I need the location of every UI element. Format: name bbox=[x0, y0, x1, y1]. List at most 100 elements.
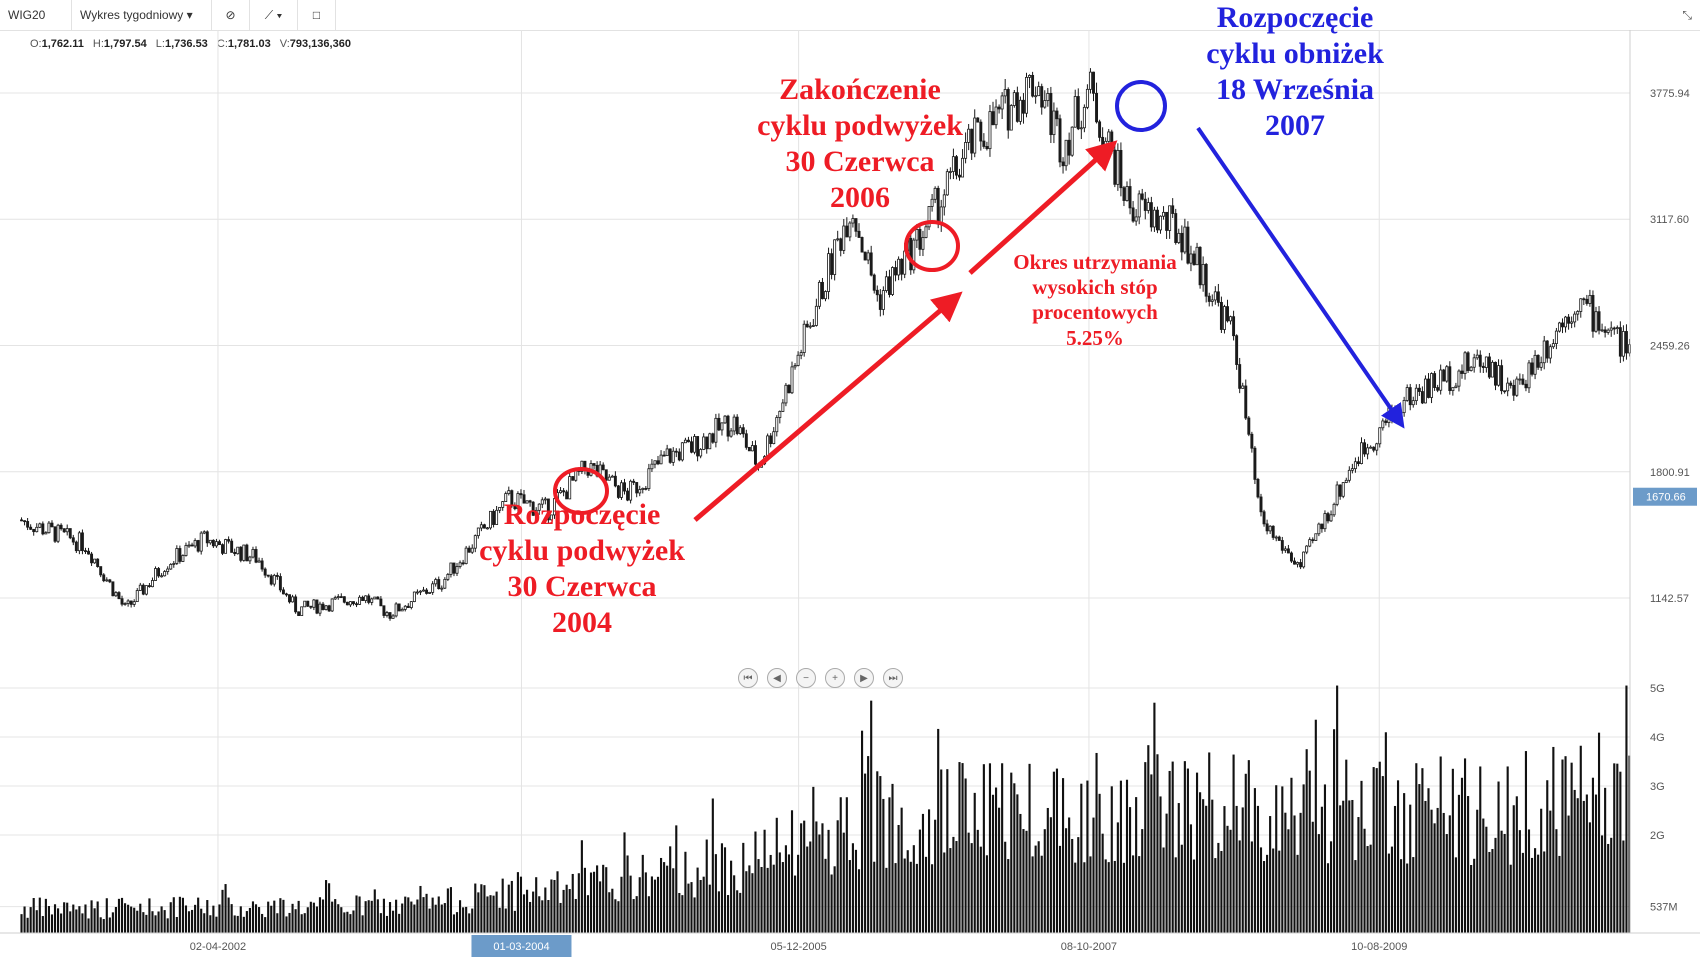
candle-body bbox=[1283, 548, 1287, 551]
candle-body bbox=[827, 253, 831, 292]
volume-bar bbox=[705, 839, 708, 933]
volume-bar bbox=[787, 854, 791, 933]
volume-bar bbox=[1083, 862, 1086, 933]
collapse-icon[interactable]: ⤡ bbox=[1682, 8, 1692, 22]
candle-body bbox=[543, 498, 547, 501]
drawing-tools-button[interactable]: ⟋ ▾ bbox=[250, 0, 298, 30]
candle-body bbox=[412, 591, 416, 602]
candle-body bbox=[1539, 362, 1543, 368]
volume-bar bbox=[1482, 818, 1485, 933]
candle-body bbox=[677, 451, 681, 461]
volume-bar bbox=[867, 756, 870, 933]
volume-bar bbox=[1232, 754, 1235, 933]
interval-dropdown[interactable]: Wykres tygodniowy ▾ bbox=[72, 0, 212, 30]
volume-bar bbox=[1299, 812, 1302, 933]
volume-bar bbox=[1549, 810, 1552, 933]
candle-body bbox=[1573, 313, 1577, 323]
volume-bar bbox=[1454, 857, 1457, 933]
volume-bar bbox=[836, 820, 839, 933]
volume-bar bbox=[809, 841, 812, 933]
candle-body bbox=[580, 460, 584, 472]
candle-body bbox=[364, 595, 368, 601]
candle-body bbox=[836, 238, 840, 241]
volume-bar bbox=[303, 913, 306, 933]
candle-body bbox=[887, 276, 891, 295]
candle-body bbox=[254, 549, 258, 563]
volume-bar bbox=[47, 906, 50, 933]
volume-bar bbox=[1521, 852, 1524, 933]
symbol-selector[interactable]: WIG20 bbox=[0, 0, 72, 30]
volume-bar bbox=[909, 861, 912, 933]
volume-bar bbox=[1540, 808, 1543, 933]
candle-body bbox=[927, 206, 931, 228]
candle-body bbox=[44, 532, 48, 535]
volume-bar bbox=[522, 894, 526, 933]
annotation-line: 2007 bbox=[1265, 109, 1325, 142]
visibility-button[interactable]: ⊘ bbox=[212, 0, 250, 30]
volume-bar bbox=[312, 902, 315, 933]
volume-bar bbox=[236, 915, 239, 933]
candle-body bbox=[184, 545, 188, 556]
candle-body bbox=[1579, 298, 1583, 312]
scroll-left-button[interactable]: ◀ bbox=[767, 668, 787, 688]
candle-body bbox=[1143, 198, 1147, 211]
volume-bar bbox=[1500, 830, 1503, 933]
candle-body bbox=[1116, 150, 1120, 185]
candle-body bbox=[723, 415, 727, 424]
volume-bar bbox=[1101, 833, 1104, 933]
volume-bar bbox=[1293, 815, 1296, 933]
volume-bar bbox=[1165, 813, 1168, 933]
jump-end-button[interactable]: ⏭ bbox=[883, 668, 903, 688]
volume-bar bbox=[465, 906, 468, 933]
candle-body bbox=[702, 436, 706, 450]
candle-body bbox=[1134, 216, 1138, 222]
volume-bar bbox=[684, 851, 687, 933]
candle-body bbox=[1055, 110, 1059, 120]
volume-bar bbox=[565, 884, 568, 933]
candle-body bbox=[239, 546, 243, 561]
volume-bar bbox=[882, 798, 885, 933]
jump-start-button[interactable]: ⏮ bbox=[738, 668, 758, 688]
zoom-out-button[interactable]: − bbox=[796, 668, 816, 688]
candle-body bbox=[869, 252, 873, 276]
volume-bar bbox=[419, 885, 422, 933]
volume-bar bbox=[845, 797, 848, 933]
volume-bar bbox=[529, 901, 532, 933]
candle-body bbox=[860, 237, 864, 253]
volume-bar bbox=[245, 911, 248, 933]
candle-body bbox=[114, 592, 118, 597]
candle-body bbox=[1186, 226, 1190, 264]
candle-body bbox=[866, 252, 870, 261]
volume-bar bbox=[75, 909, 78, 933]
candle-body bbox=[623, 482, 626, 492]
volume-bar bbox=[1071, 838, 1074, 933]
candle-body bbox=[1585, 298, 1589, 304]
candle-body bbox=[802, 323, 806, 353]
volume-bar bbox=[973, 792, 976, 933]
candle-body bbox=[330, 598, 334, 612]
volume-bar bbox=[726, 895, 730, 933]
candle-body bbox=[406, 605, 410, 608]
candle-body bbox=[540, 499, 544, 505]
volume-bar bbox=[279, 898, 282, 933]
candle-body bbox=[878, 294, 882, 310]
square-icon: □ bbox=[312, 8, 321, 22]
candle-body bbox=[144, 585, 148, 595]
volume-bar bbox=[337, 904, 340, 933]
zoom-in-button[interactable]: + bbox=[825, 668, 845, 688]
volume-bar bbox=[1010, 772, 1013, 933]
candle-body bbox=[303, 600, 307, 608]
candle-body bbox=[108, 579, 112, 583]
volume-bar bbox=[44, 898, 47, 933]
candle-body bbox=[897, 258, 901, 276]
candle-body bbox=[620, 482, 623, 498]
scroll-right-button[interactable]: ▶ bbox=[854, 668, 874, 688]
shape-tool-button[interactable]: □ bbox=[298, 0, 336, 30]
annotation-hike-end: Zakończenie cyklu podwyżek 30 Czerwca 20… bbox=[740, 72, 980, 216]
annotation-line: procentowych bbox=[1032, 300, 1158, 325]
volume-bar bbox=[1004, 841, 1007, 933]
volume-bar bbox=[1195, 772, 1199, 933]
candle-body bbox=[245, 544, 249, 562]
price-tick-label: 3117.60 bbox=[1650, 214, 1689, 226]
